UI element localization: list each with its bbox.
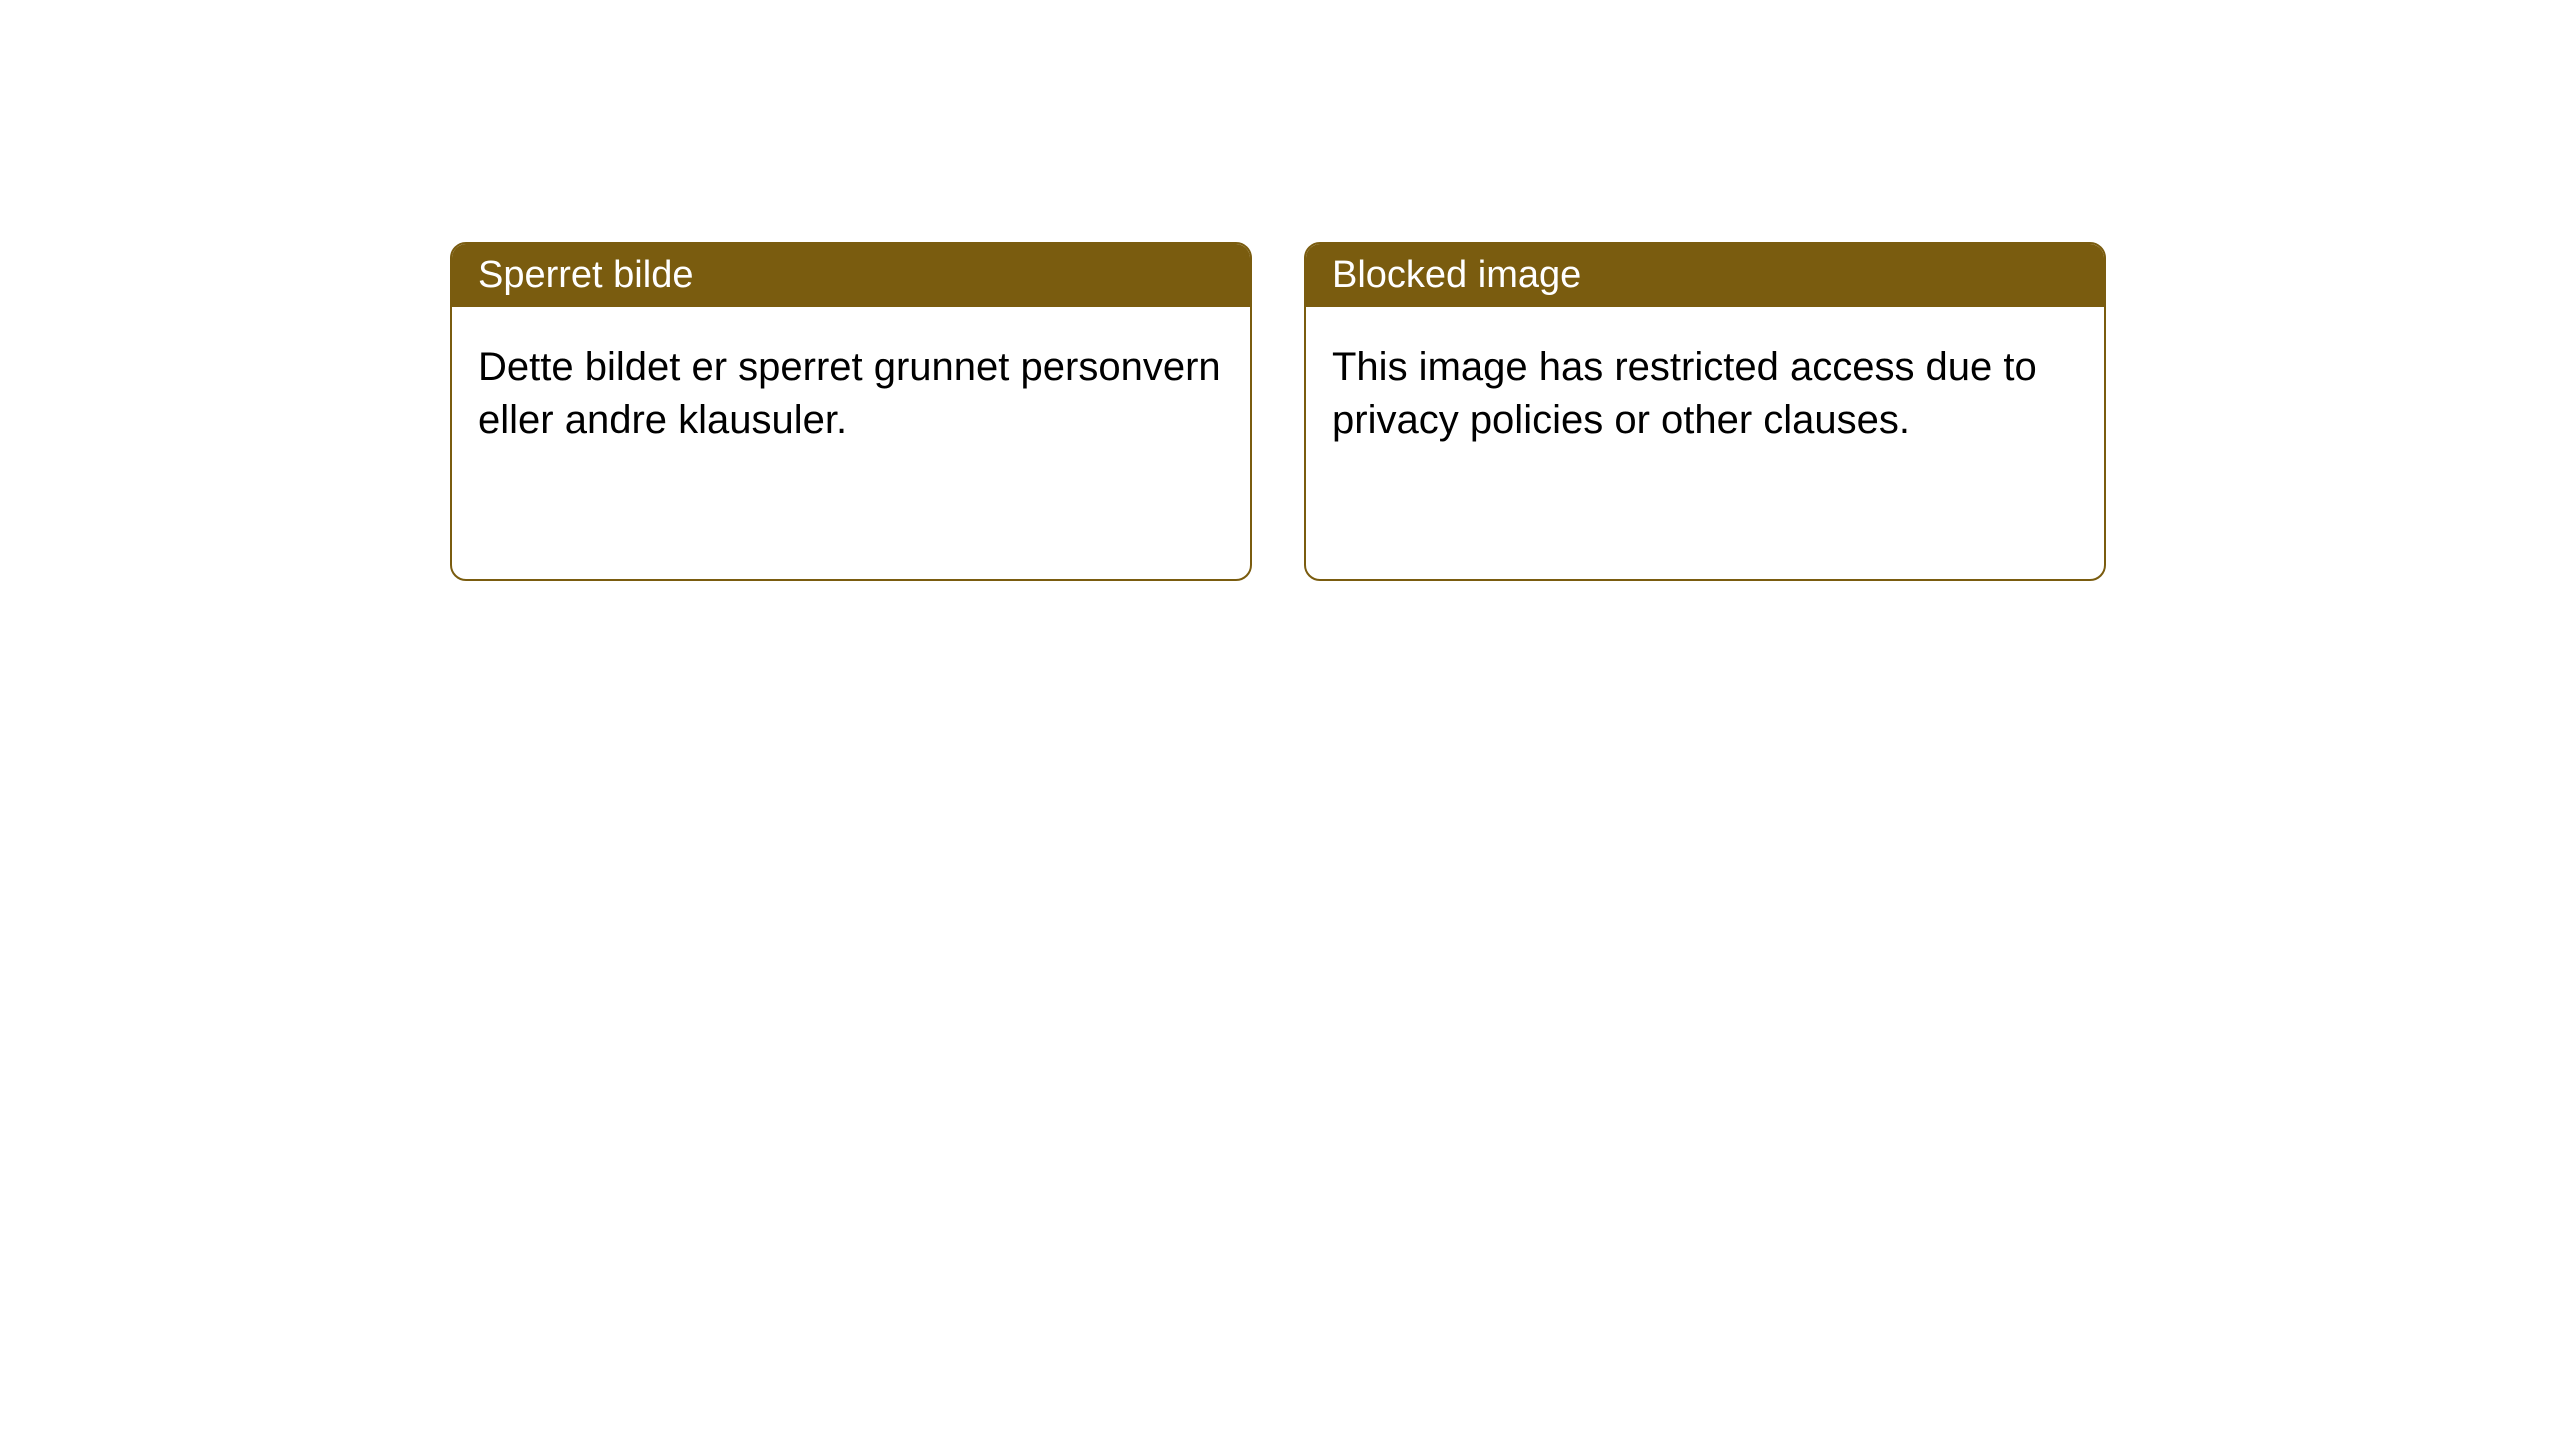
notice-card-title: Blocked image bbox=[1332, 254, 1581, 296]
notice-cards-container: Sperret bilde Dette bildet er sperret gr… bbox=[450, 242, 2106, 581]
notice-card-body: This image has restricted access due to … bbox=[1306, 307, 2104, 579]
notice-card-header: Blocked image bbox=[1306, 244, 2104, 307]
notice-card-text: This image has restricted access due to … bbox=[1332, 345, 2037, 442]
notice-card-text: Dette bildet er sperret grunnet personve… bbox=[478, 345, 1221, 442]
notice-card-body: Dette bildet er sperret grunnet personve… bbox=[452, 307, 1250, 579]
notice-card-norwegian: Sperret bilde Dette bildet er sperret gr… bbox=[450, 242, 1252, 581]
notice-card-english: Blocked image This image has restricted … bbox=[1304, 242, 2106, 581]
notice-card-title: Sperret bilde bbox=[478, 254, 693, 296]
notice-card-header: Sperret bilde bbox=[452, 244, 1250, 307]
